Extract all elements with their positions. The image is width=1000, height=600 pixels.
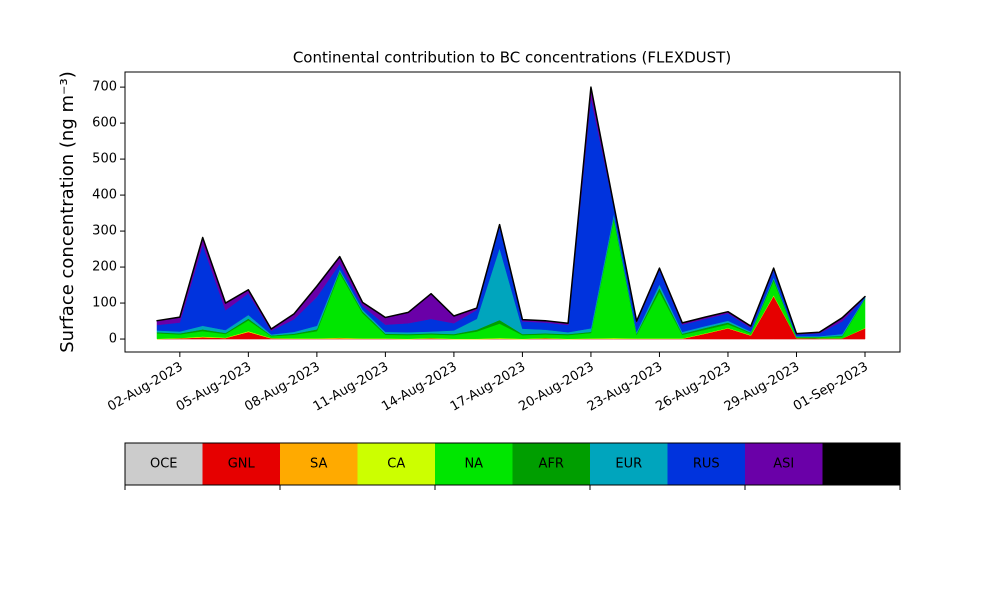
legend-swatch [202, 443, 280, 485]
legend-label: EUR [615, 457, 642, 472]
x-tick-label: 01-Sep-2023 [791, 360, 871, 415]
plot-frame [124, 71, 901, 353]
x-tick-label: 11-Aug-2023 [311, 360, 391, 415]
legend-label: CA [387, 457, 405, 472]
legend-swatch [280, 443, 358, 485]
x-tick-label: 02-Aug-2023 [105, 360, 185, 415]
x-tick-label: 26-Aug-2023 [653, 360, 733, 415]
legend-swatch [745, 443, 823, 485]
x-tick-label: 20-Aug-2023 [516, 360, 596, 415]
y-tick-label: 100 [92, 296, 117, 311]
y-tick-label: 500 [92, 152, 117, 167]
legend-label: OCE [150, 457, 178, 472]
y-axis-label: Surface concentration (ng m⁻³) [57, 71, 78, 353]
legend-label: ASI [773, 457, 794, 472]
chart-title: Continental contribution to BC concentra… [293, 49, 731, 67]
legend-swatch [512, 443, 590, 485]
y-tick-label: 400 [92, 188, 117, 203]
legend-label: SA [310, 457, 327, 472]
legend-swatch [435, 443, 513, 485]
area [156, 86, 866, 335]
legend-swatch [822, 443, 900, 485]
x-tick-label: 05-Aug-2023 [174, 360, 254, 415]
legend-label: AFR [539, 457, 564, 472]
legend-label: AUS [848, 457, 875, 472]
legend-label: GNL [228, 457, 256, 472]
legend-swatch [590, 443, 668, 485]
legend-swatch [357, 443, 435, 485]
x-tick-label: 17-Aug-2023 [448, 360, 528, 415]
legend-swatch [667, 443, 745, 485]
legend-label: NA [464, 457, 483, 472]
legend-label: RUS [693, 457, 720, 472]
x-tick-label: 29-Aug-2023 [722, 360, 802, 415]
y-tick-label: 200 [92, 260, 117, 275]
legend-swatch [125, 443, 203, 485]
y-tick-label: 0 [109, 332, 117, 347]
x-tick-label: 08-Aug-2023 [242, 360, 322, 415]
y-tick-label: 300 [92, 224, 117, 239]
y-tick-label: 600 [92, 116, 117, 131]
legend-frame [124, 442, 901, 486]
y-tick-label: 700 [92, 80, 117, 95]
x-tick-label: 14-Aug-2023 [379, 360, 459, 415]
x-tick-label: 23-Aug-2023 [585, 360, 665, 415]
